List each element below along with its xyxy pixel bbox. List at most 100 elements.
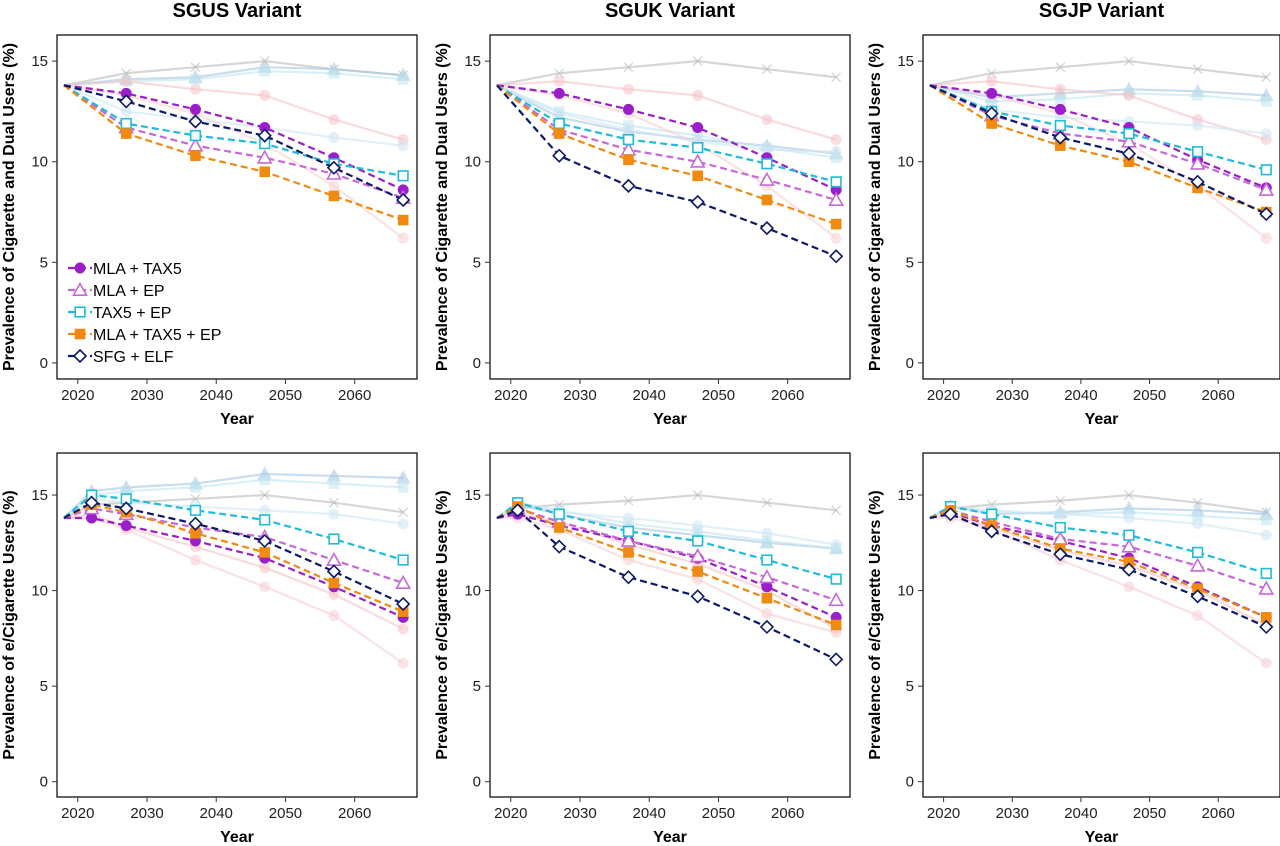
data-point (328, 577, 340, 589)
background-point (761, 113, 773, 125)
background-point (190, 62, 201, 73)
data-point (257, 533, 272, 549)
data-point (623, 547, 634, 558)
y-axis-label: Prevalence of Cigarette and Dual Users (… (434, 43, 451, 371)
background-point (1260, 514, 1272, 526)
y-tick-label: 15 (31, 487, 48, 504)
chart-panel-2: SGUK Variant 0 5 10 15 2020 2030 2040 2050 2060 Ye… (434, 0, 851, 428)
x-tick-label: 2030 (996, 805, 1029, 822)
legend-entry: MLA + TAX5 (68, 261, 182, 278)
background-point (1123, 89, 1135, 101)
data-point (692, 170, 703, 182)
background-point (190, 482, 201, 493)
data-point (189, 129, 202, 142)
background-point (1123, 490, 1134, 501)
y-tick-label: 15 (897, 53, 914, 70)
background-point (189, 83, 201, 95)
data-point (259, 547, 270, 558)
data-point (830, 619, 842, 631)
background-point (1260, 128, 1272, 140)
data-point (188, 114, 203, 129)
y-tick-label: 5 (473, 678, 481, 695)
series-line (496, 84, 837, 202)
data-point (621, 570, 636, 585)
y-tick-label: 15 (31, 53, 48, 70)
background-point (328, 478, 340, 489)
data-point (1189, 557, 1206, 572)
background-series-line (496, 516, 837, 634)
data-point (761, 194, 773, 206)
background-point (692, 490, 703, 501)
background-point (1192, 90, 1203, 101)
background-series-line (929, 513, 1267, 626)
background-point (259, 65, 270, 77)
background-point (623, 62, 634, 73)
data-point (395, 574, 412, 589)
background-series-group (496, 56, 844, 244)
background-series-line (929, 516, 1267, 665)
data-point (984, 106, 999, 121)
y-axis-label: Prevalence of Cigarette and Dual Users (… (1, 43, 18, 371)
y-tick-label: 0 (906, 355, 914, 372)
data-point (1121, 562, 1137, 577)
data-point (1260, 164, 1272, 176)
legend: MLA + TAX5 MLA + EP TAX5 + EP MLA + TAX5 + … (68, 261, 221, 366)
x-axis-label: Year (653, 829, 687, 846)
series-mla-tax5-ep (63, 84, 409, 226)
data-point (829, 249, 844, 264)
y-tick-label: 0 (906, 774, 914, 791)
series-mla-ep (929, 84, 1275, 196)
background-point (259, 562, 271, 574)
data-point (553, 117, 565, 130)
background-series-line (63, 84, 404, 240)
background-series-line (496, 501, 837, 546)
background-point (397, 140, 409, 152)
background-series-line (63, 70, 404, 87)
y-tick-label: 0 (40, 774, 48, 791)
series-mla-tax5 (496, 84, 842, 196)
x-axis-label: Year (1085, 829, 1119, 846)
legend-label: MLA + EP (93, 283, 165, 300)
data-point (1190, 589, 1205, 604)
series-mla-ep (63, 84, 412, 204)
data-point (622, 134, 635, 146)
background-point (831, 72, 842, 83)
legend-entry: TAX5 + EP (68, 305, 171, 322)
x-tick-label: 2060 (1202, 387, 1235, 404)
x-tick-label: 2050 (269, 805, 302, 822)
series-tax5-ep (496, 84, 842, 188)
series-line (496, 84, 837, 258)
background-point (622, 512, 634, 524)
background-series-line (496, 60, 837, 87)
data-point (396, 596, 411, 612)
data-point (761, 554, 773, 566)
background-point (692, 520, 704, 532)
background-point (1260, 657, 1272, 669)
background-point (623, 495, 634, 506)
legend-entry: MLA + EP (68, 281, 165, 300)
data-point (692, 122, 704, 134)
data-point (761, 581, 773, 593)
background-series-line (63, 80, 404, 141)
x-tick-label: 2060 (771, 805, 804, 822)
background-series-line (929, 84, 1267, 103)
background-point (397, 657, 409, 669)
y-tick-label: 10 (31, 154, 48, 171)
background-point (1260, 529, 1272, 541)
x-tick-label: 2040 (1064, 805, 1097, 822)
series-line (929, 84, 1267, 171)
series-sfg-elf (496, 503, 844, 667)
x-tick-label: 2050 (702, 387, 735, 404)
background-point (553, 75, 565, 87)
y-tick-label: 5 (906, 678, 914, 695)
y-tick-label: 15 (464, 53, 481, 70)
data-point (120, 520, 132, 532)
chart-panel-4: 0 5 10 15 2020 2030 2040 2050 2060 Year Prevalence… (1, 452, 418, 846)
series-line (496, 501, 837, 581)
background-series-group (929, 490, 1274, 669)
data-point (1192, 146, 1204, 158)
background-point (328, 67, 340, 79)
data-point (1121, 538, 1137, 553)
series-sfg-elf (929, 507, 1274, 635)
background-point (1192, 120, 1204, 132)
